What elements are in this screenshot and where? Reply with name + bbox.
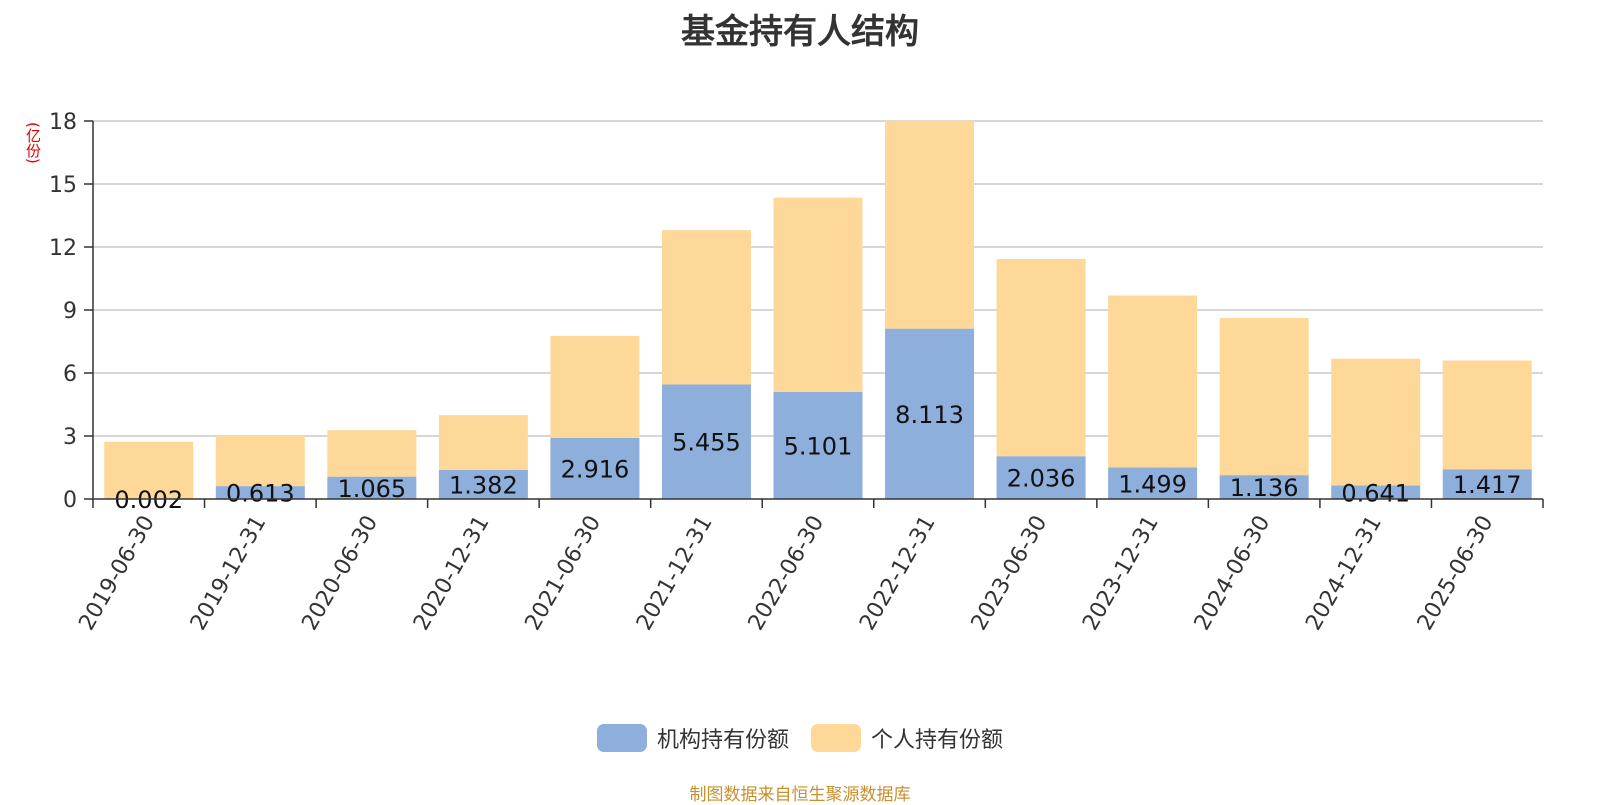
x-tick-label: 2021-06-30	[521, 512, 607, 635]
data-label: 0.613	[226, 480, 295, 508]
y-tick-label: 6	[63, 362, 77, 387]
legend-label-individual: 个人持有份额	[871, 722, 1003, 754]
bar-individual	[1331, 359, 1420, 486]
data-source: 制图数据来自恒生聚源数据库	[0, 780, 1600, 805]
data-label: 2.036	[1007, 465, 1076, 493]
bar-individual	[774, 198, 863, 392]
bar-individual	[1220, 318, 1309, 475]
y-tick-label: 0	[63, 488, 77, 513]
bar-individual	[662, 230, 751, 384]
data-label: 1.417	[1453, 471, 1522, 499]
legend-label-institutional: 机构持有份额	[657, 722, 789, 754]
bar-individual	[327, 430, 416, 476]
legend-item-individual[interactable]: 个人持有份额	[811, 722, 1003, 754]
x-tick-label: 2024-06-30	[1190, 512, 1276, 635]
bar-individual	[997, 259, 1086, 456]
bar-individual	[1108, 296, 1197, 468]
bar-individual	[550, 336, 639, 438]
data-label: 2.916	[561, 455, 630, 483]
x-tick-label: 2023-12-31	[1078, 512, 1164, 635]
x-tick-label: 2025-06-30	[1413, 512, 1499, 635]
bar-individual	[885, 121, 974, 329]
legend-swatch-individual	[811, 724, 861, 752]
x-tick-label: 2019-12-31	[186, 512, 272, 635]
x-tick-label: 2022-12-31	[855, 512, 941, 635]
x-tick-label: 2020-06-30	[297, 512, 383, 635]
x-tick-label: 2023-06-30	[967, 512, 1053, 635]
bar-individual	[216, 435, 305, 486]
y-tick-label: 15	[49, 173, 77, 198]
bar-individual	[1443, 360, 1532, 469]
data-label: 5.455	[672, 429, 741, 457]
data-label: 5.101	[784, 432, 853, 460]
x-tick-label: 2021-12-31	[632, 512, 718, 635]
data-label: 8.113	[895, 401, 964, 429]
x-tick-label: 2019-06-30	[74, 512, 160, 635]
data-label: 1.136	[1230, 474, 1299, 502]
y-tick-label: 12	[49, 236, 77, 261]
x-tick-label: 2024-12-31	[1301, 512, 1387, 635]
legend-item-institutional[interactable]: 机构持有份额	[597, 722, 789, 754]
x-tick-label: 2022-06-30	[744, 512, 830, 635]
y-tick-label: 9	[63, 299, 77, 324]
data-label: 0.002	[114, 486, 183, 514]
y-tick-label: 3	[63, 425, 77, 450]
bar-individual	[439, 415, 528, 470]
legend-swatch-institutional	[597, 724, 647, 752]
data-label: 0.641	[1341, 479, 1410, 507]
x-tick-label: 2020-12-31	[409, 512, 495, 635]
data-label: 1.499	[1118, 470, 1187, 498]
legend: 机构持有份额 个人持有份额	[0, 722, 1600, 754]
data-label: 1.382	[449, 471, 518, 499]
y-tick-label: 18	[49, 110, 77, 135]
